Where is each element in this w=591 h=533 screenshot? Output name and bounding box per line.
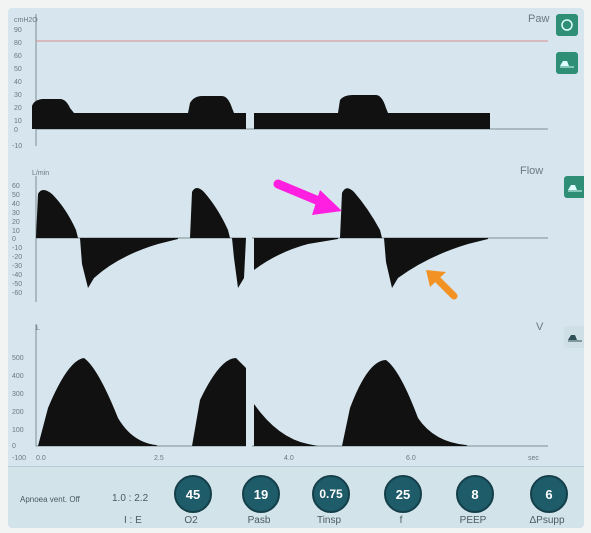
svg-text:6.0: 6.0	[406, 455, 416, 462]
flow-exp-1	[80, 238, 178, 288]
svg-text:30: 30	[12, 210, 20, 217]
svg-text:-40: -40	[12, 272, 22, 279]
svg-text:60: 60	[14, 53, 22, 60]
tinsp-label: Tinsp	[316, 515, 342, 526]
svg-text:40: 40	[14, 79, 22, 86]
svg-text:500: 500	[12, 355, 24, 362]
delta-psupp-label: ΔPsupp	[529, 515, 565, 526]
volume-ticks: 500 400 300 200 100 0 -100	[12, 355, 26, 462]
svg-text:0: 0	[12, 443, 16, 450]
svg-text:60: 60	[12, 183, 20, 190]
paw-title: Paw	[528, 13, 549, 25]
paw-unit: cmH2O	[14, 17, 38, 24]
svg-text:-10: -10	[12, 245, 22, 252]
flow-insp-3	[340, 188, 382, 238]
orange-arrow-annotation	[426, 270, 458, 300]
svg-text:10: 10	[14, 118, 22, 125]
pasb-knob[interactable]: 19	[242, 475, 280, 513]
settings-icon	[561, 19, 573, 31]
flow-title: Flow	[520, 165, 543, 177]
flow-insp-2	[190, 188, 230, 238]
ie-ratio-label: I : E	[124, 515, 142, 526]
waveform-area: cmH2O Paw 90 80 60 50 40 30 20 10 0 -10	[12, 13, 549, 462]
svg-text:4.0: 4.0	[284, 455, 294, 462]
o2-knob[interactable]: 45	[174, 475, 212, 513]
svg-text:100: 100	[12, 427, 24, 434]
volume-breath-2	[192, 358, 246, 446]
volume-breath-1	[38, 358, 158, 446]
volume-scale-button[interactable]	[564, 326, 584, 348]
svg-text:0: 0	[14, 127, 18, 134]
ie-ratio-value: 1.0 : 2.2	[112, 493, 149, 504]
svg-text:0.0: 0.0	[36, 455, 46, 462]
ventilator-screen: cmH2O Paw 90 80 60 50 40 30 20 10 0 -10	[8, 8, 584, 528]
svg-text:50: 50	[12, 192, 20, 199]
volume-title: V	[536, 321, 544, 333]
svg-text:300: 300	[12, 391, 24, 398]
f-knob[interactable]: 25	[384, 475, 422, 513]
paw-ticks: 90 80 60 50 40 30 20 10 0 -10	[12, 27, 22, 150]
flow-exp-2b	[254, 238, 338, 270]
flow-unit: L/min	[32, 170, 49, 177]
svg-text:40: 40	[12, 201, 20, 208]
svg-text:50: 50	[14, 66, 22, 73]
svg-text:-10: -10	[12, 143, 22, 150]
time-axis: 0.0 2.5 4.0 6.0 sec	[36, 455, 539, 462]
pasb-label: Pasb	[247, 515, 271, 526]
delta-psupp-knob[interactable]: 6	[530, 475, 568, 513]
waveform-scale-icon	[568, 335, 582, 342]
svg-text:400: 400	[12, 373, 24, 380]
flow-ticks: 60 50 40 30 20 10 0 -10 -20 -30 -40 -50 …	[12, 183, 22, 297]
svg-text:-100: -100	[12, 455, 26, 462]
peep-label: PEEP	[459, 515, 487, 526]
flow-exp-3	[384, 238, 488, 288]
apnoea-vent-status: Apnoea vent. Off	[20, 495, 80, 504]
waveform-scale-icon	[568, 185, 582, 192]
svg-text:200: 200	[12, 409, 24, 416]
svg-text:20: 20	[12, 219, 20, 226]
volume-unit: L	[36, 325, 40, 332]
svg-text:-60: -60	[12, 290, 22, 297]
svg-text:20: 20	[14, 105, 22, 112]
parameter-bar: Apnoea vent. Off 1.0 : 2.2 I : E 45 O2 1…	[8, 466, 584, 528]
settings-button[interactable]	[556, 14, 578, 36]
paw-waveform	[32, 96, 246, 129]
paw-scale-button[interactable]	[556, 52, 578, 74]
svg-text:0: 0	[12, 236, 16, 243]
volume-breath-3	[342, 360, 468, 446]
tinsp-knob[interactable]: 0.75	[312, 475, 350, 513]
svg-text:2.5: 2.5	[154, 455, 164, 462]
flow-exp-2	[232, 238, 246, 288]
svg-text:80: 80	[14, 40, 22, 47]
svg-text:sec: sec	[528, 455, 539, 462]
pink-arrow-annotation	[273, 179, 342, 215]
peep-knob[interactable]: 8	[456, 475, 494, 513]
svg-text:90: 90	[14, 27, 22, 34]
f-label: f	[399, 515, 403, 526]
svg-text:-30: -30	[12, 263, 22, 270]
volume-breath-2b	[254, 404, 318, 446]
flow-panel: L/min Flow 60 50 40 30 20 10 0 -10 -20 -…	[12, 165, 548, 302]
o2-label: O2	[184, 515, 198, 526]
svg-text:10: 10	[12, 228, 20, 235]
svg-text:-20: -20	[12, 254, 22, 261]
volume-panel: L V 500 400 300 200 100 0 -100	[12, 146, 548, 462]
waveform-scale-icon	[560, 61, 574, 68]
flow-scale-button[interactable]	[564, 176, 584, 198]
flow-insp-1	[36, 190, 78, 238]
svg-text:-50: -50	[12, 281, 22, 288]
paw-panel: cmH2O Paw 90 80 60 50 40 30 20 10 0 -10	[12, 13, 549, 150]
svg-text:30: 30	[14, 92, 22, 99]
